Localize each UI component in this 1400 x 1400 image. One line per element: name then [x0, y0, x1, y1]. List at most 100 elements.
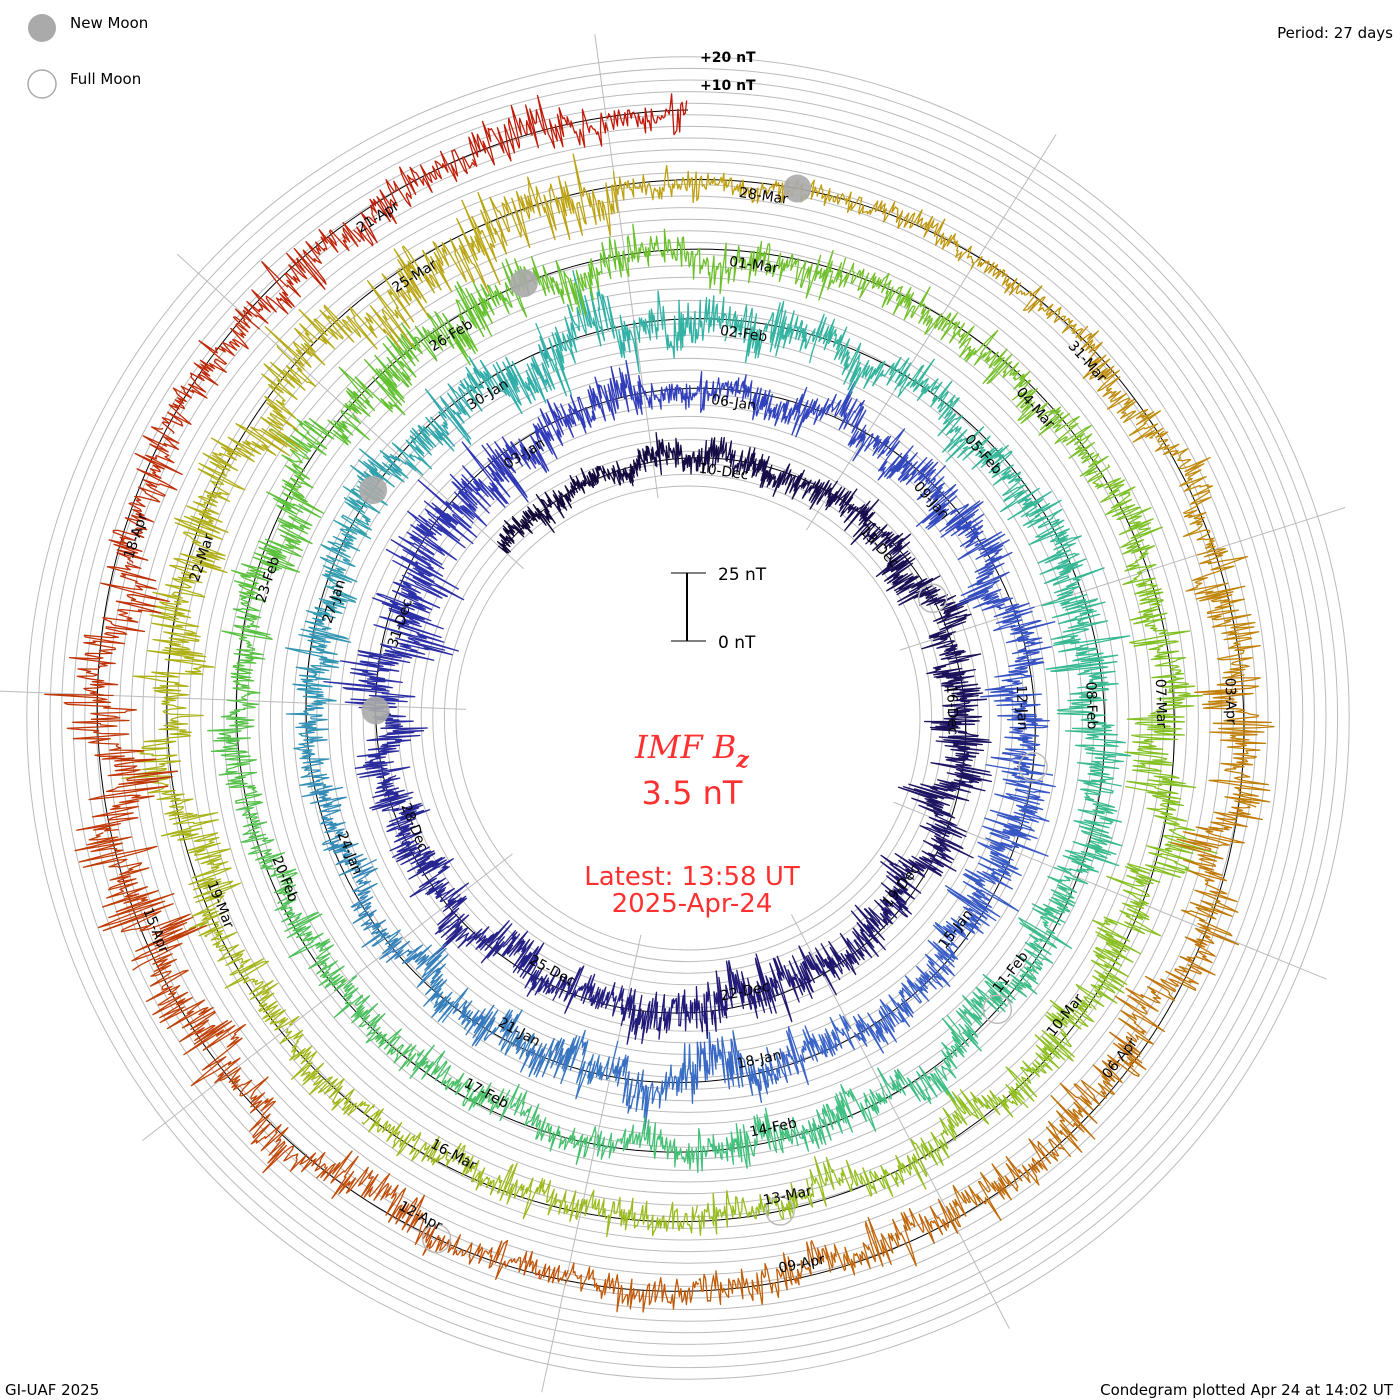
bz-trace-day	[207, 699, 263, 804]
bz-trace-day	[284, 612, 352, 704]
bz-trace-day	[984, 606, 1056, 694]
new-moon-icon	[361, 696, 390, 725]
date-label: 12-Jan	[1013, 685, 1030, 731]
bz-trace-day	[514, 236, 629, 317]
bz-trace-day	[279, 1028, 375, 1116]
new-moon-legend-label: New Moon	[70, 14, 148, 32]
bz-trace-day	[108, 426, 183, 564]
ring-label-10: +10 nT	[700, 78, 756, 94]
bz-trace-day	[861, 200, 975, 270]
bz-trace-day	[897, 758, 993, 833]
bz-trace-day	[852, 975, 930, 1054]
bz-trace-day	[877, 1014, 970, 1105]
bz-trace-day	[1122, 572, 1191, 682]
bz-trace-day	[923, 694, 992, 762]
grid-radial	[806, 134, 1057, 531]
grid-ring	[37, 67, 1339, 1369]
bz-trace-day	[393, 191, 508, 319]
bz-trace-day	[596, 1116, 697, 1170]
bz-trace-day	[694, 1030, 782, 1104]
bz-trace-day	[1106, 785, 1218, 907]
bz-trace-day	[1087, 464, 1163, 574]
bz-trace-day	[470, 1159, 584, 1223]
bz-trace-day	[944, 841, 1022, 927]
bz-trace-day	[422, 258, 528, 366]
bz-trace-day	[695, 1107, 797, 1174]
grid-ring	[293, 323, 1083, 1113]
date-label: 06-Jan	[710, 392, 757, 414]
footer-plotted: Condegram plotted Apr 24 at 14:02 UT	[1100, 1381, 1394, 1399]
bz-trace-day	[724, 300, 825, 364]
bz-trace-day	[1011, 388, 1109, 477]
scale-top-label: 25 nT	[718, 565, 767, 585]
grid-radial	[790, 914, 1010, 1329]
bz-trace-day	[946, 1138, 1065, 1228]
grid-ring	[153, 183, 1223, 1253]
bz-trace-day	[160, 811, 242, 938]
bz-trace-day	[605, 93, 688, 136]
latest-date: 2025-Apr-24	[612, 889, 773, 919]
bz-trace-day	[614, 164, 741, 204]
bz-trace-day	[693, 960, 761, 1040]
bz-trace-day	[434, 893, 517, 964]
bz-trace-day	[817, 316, 912, 395]
bz-trace-day	[1154, 430, 1216, 553]
bz-trace-day	[242, 222, 362, 325]
grid-ring	[165, 195, 1211, 1241]
bz-trace-day	[713, 436, 773, 489]
bz-trace-day	[775, 1014, 856, 1086]
bz-trace-day	[333, 975, 417, 1072]
bz-trace-day	[698, 1240, 829, 1306]
bz-trace-day	[754, 945, 823, 1023]
bz-trace-day	[392, 842, 469, 905]
parameter-title-sub: z	[735, 747, 749, 773]
bz-trace-day	[409, 1044, 511, 1115]
date-label: 08-Feb	[1082, 682, 1099, 730]
bz-trace-day	[809, 1152, 928, 1207]
bz-trace-day	[626, 223, 733, 295]
bz-trace-day	[369, 774, 431, 852]
date-label: 07-Mar	[1152, 679, 1170, 729]
bz-trace-day	[391, 383, 473, 476]
date-label: 10-Dec	[698, 461, 750, 484]
bz-trace-day	[44, 693, 179, 832]
bz-trace-day	[1114, 927, 1240, 1045]
bz-trace-day	[1005, 997, 1095, 1102]
bz-trace-day	[592, 445, 654, 487]
date-label: 03-Apr	[1221, 678, 1238, 726]
bz-trace-day	[501, 399, 575, 473]
bz-trace-day	[1194, 674, 1275, 808]
bz-trace-day	[791, 380, 867, 448]
bz-trace-day	[642, 371, 721, 413]
bz-trace-day	[1077, 325, 1164, 443]
bz-trace-day	[1018, 873, 1089, 970]
bz-trace-day	[1185, 548, 1261, 677]
bz-trace-day	[489, 153, 619, 249]
bz-trace-day	[696, 1178, 814, 1236]
date-label: 01-Mar	[728, 254, 779, 277]
bz-trace-day	[68, 561, 170, 696]
date-label: 17-Feb	[461, 1075, 511, 1112]
bz-trace-day	[612, 1042, 696, 1132]
moon-markers	[359, 174, 1048, 1254]
bz-trace-day	[499, 1083, 597, 1165]
bz-trace-day	[838, 257, 943, 335]
bz-trace-day	[221, 594, 273, 701]
full-moon-icon	[421, 1223, 452, 1254]
bz-trace-day	[501, 930, 563, 997]
bz-trace-day	[864, 524, 920, 592]
bz-trace-day	[957, 435, 1052, 521]
bz-trace-day	[169, 452, 246, 579]
grid-ring	[316, 346, 1060, 1090]
bz-trace-day	[1170, 805, 1264, 937]
latest-value: 3.5 nT	[642, 774, 743, 812]
grid-ring	[49, 79, 1327, 1357]
ring-label-20: +20 nT	[700, 50, 756, 66]
bz-trace-day	[230, 491, 321, 596]
footer-credit: GI-UAF 2025	[5, 1381, 99, 1399]
bz-trace-day	[210, 929, 300, 1031]
bz-trace-day	[301, 786, 368, 876]
bz-trace-day	[535, 467, 597, 524]
grid-ring	[304, 334, 1072, 1102]
